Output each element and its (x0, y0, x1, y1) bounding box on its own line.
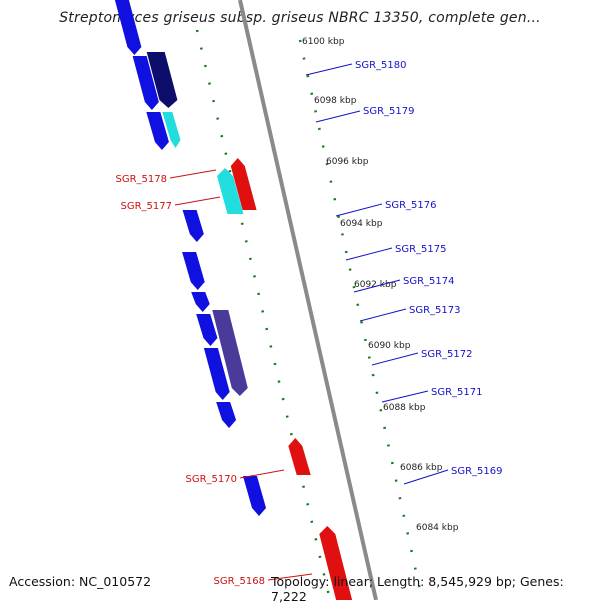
gene-leader-line (381, 390, 429, 403)
gene-features (114, 0, 353, 600)
kbp-tick-label: 6090 kbp (368, 341, 411, 351)
gene-label-sgr_5168[interactable]: SGR_5168 (214, 576, 266, 587)
gene-block-5177[interactable] (217, 168, 244, 214)
chromosome-backbone (238, 0, 378, 600)
kbp-tick-label: 6088 kbp (383, 403, 426, 413)
kbp-tick-label: 6098 kbp (314, 96, 357, 106)
gene-leader-line (335, 203, 383, 217)
gene-leader-line (359, 308, 407, 322)
track-forward-outer (298, 39, 422, 591)
gene-arrow-5168[interactable] (319, 526, 353, 600)
gene-label-sgr_5177[interactable]: SGR_5177 (121, 201, 173, 212)
kbp-tick-label: 6084 kbp (416, 523, 459, 533)
gene-arrow-5179[interactable] (146, 112, 169, 150)
gene-label-sgr_5172[interactable]: SGR_5172 (421, 349, 473, 360)
gene-leader-line (403, 469, 449, 485)
gene-block-5173[interactable] (212, 310, 248, 396)
gene-label-sgr_5173[interactable]: SGR_5173 (409, 305, 461, 316)
gene-leader-line (174, 196, 221, 206)
track-reverse-outer (195, 29, 332, 600)
gene-label-sgr_5174[interactable]: SGR_5174 (403, 276, 455, 287)
gene-label-sgr_5175[interactable]: SGR_5175 (395, 244, 447, 255)
gene-label-sgr_5179[interactable]: SGR_5179 (363, 106, 415, 117)
gene-block-5180[interactable] (146, 52, 178, 108)
gene-arrow-5178[interactable] (230, 158, 257, 210)
gene-leader-line (267, 573, 313, 581)
gene-arrow-5174[interactable] (191, 292, 210, 312)
gene-arrow-top[interactable] (114, 0, 142, 55)
gene-label-sgr_5180[interactable]: SGR_5180 (355, 60, 407, 71)
gene-arrow-5175[interactable] (182, 252, 205, 290)
gene-leader-line (305, 63, 353, 76)
gene-label-sgr_5169[interactable]: SGR_5169 (451, 466, 503, 477)
kbp-ticks: 6100 kbp 6098 kbp 6096 kbp 6094 kbp 6092 kbp… (302, 37, 459, 533)
backbone-line (238, 0, 378, 600)
gene-arrow-5172[interactable] (203, 348, 230, 400)
gene-leader-line (239, 469, 285, 479)
gene-leader-line (345, 247, 393, 261)
gene-label-sgr_5176[interactable]: SGR_5176 (385, 200, 437, 211)
gene-leader-line (315, 110, 361, 123)
kbp-tick-label: 6086 kbp (400, 463, 443, 473)
kbp-tick-label: 6100 kbp (302, 37, 345, 47)
genome-title: Streptomyces griseus subsp. griseus NBRC… (59, 10, 541, 26)
gene-leader-line (371, 352, 419, 366)
gene-leader-line (169, 169, 217, 179)
gene-arrow-5180a[interactable] (132, 56, 159, 110)
kbp-tick-label: 6092 kbp (354, 280, 397, 290)
gene-block-5179[interactable] (162, 112, 181, 148)
gene-leader-line (353, 279, 401, 293)
gene-arrow-5171[interactable] (216, 402, 237, 428)
gene-arrow-5170[interactable] (288, 438, 311, 475)
gene-label-sgr_5170[interactable]: SGR_5170 (186, 474, 238, 485)
gene-labels: SGR_5180 SGR_5179 SGR_5178 SGR_5177 SGR_5176… (116, 60, 503, 587)
kbp-tick-label: 6094 kbp (340, 219, 383, 229)
kbp-tick-label: 6096 kbp (326, 157, 369, 167)
gene-label-sgr_5178[interactable]: SGR_5178 (116, 174, 168, 185)
accession-text: Accession: NC_010572 (9, 574, 152, 589)
gene-arrow-5176[interactable] (182, 210, 204, 242)
gene-label-sgr_5171[interactable]: SGR_5171 (431, 387, 483, 398)
gene-arrow-5173[interactable] (196, 314, 218, 346)
dotted-tracks (195, 29, 422, 600)
gene-arrow-5169[interactable] (242, 476, 267, 516)
